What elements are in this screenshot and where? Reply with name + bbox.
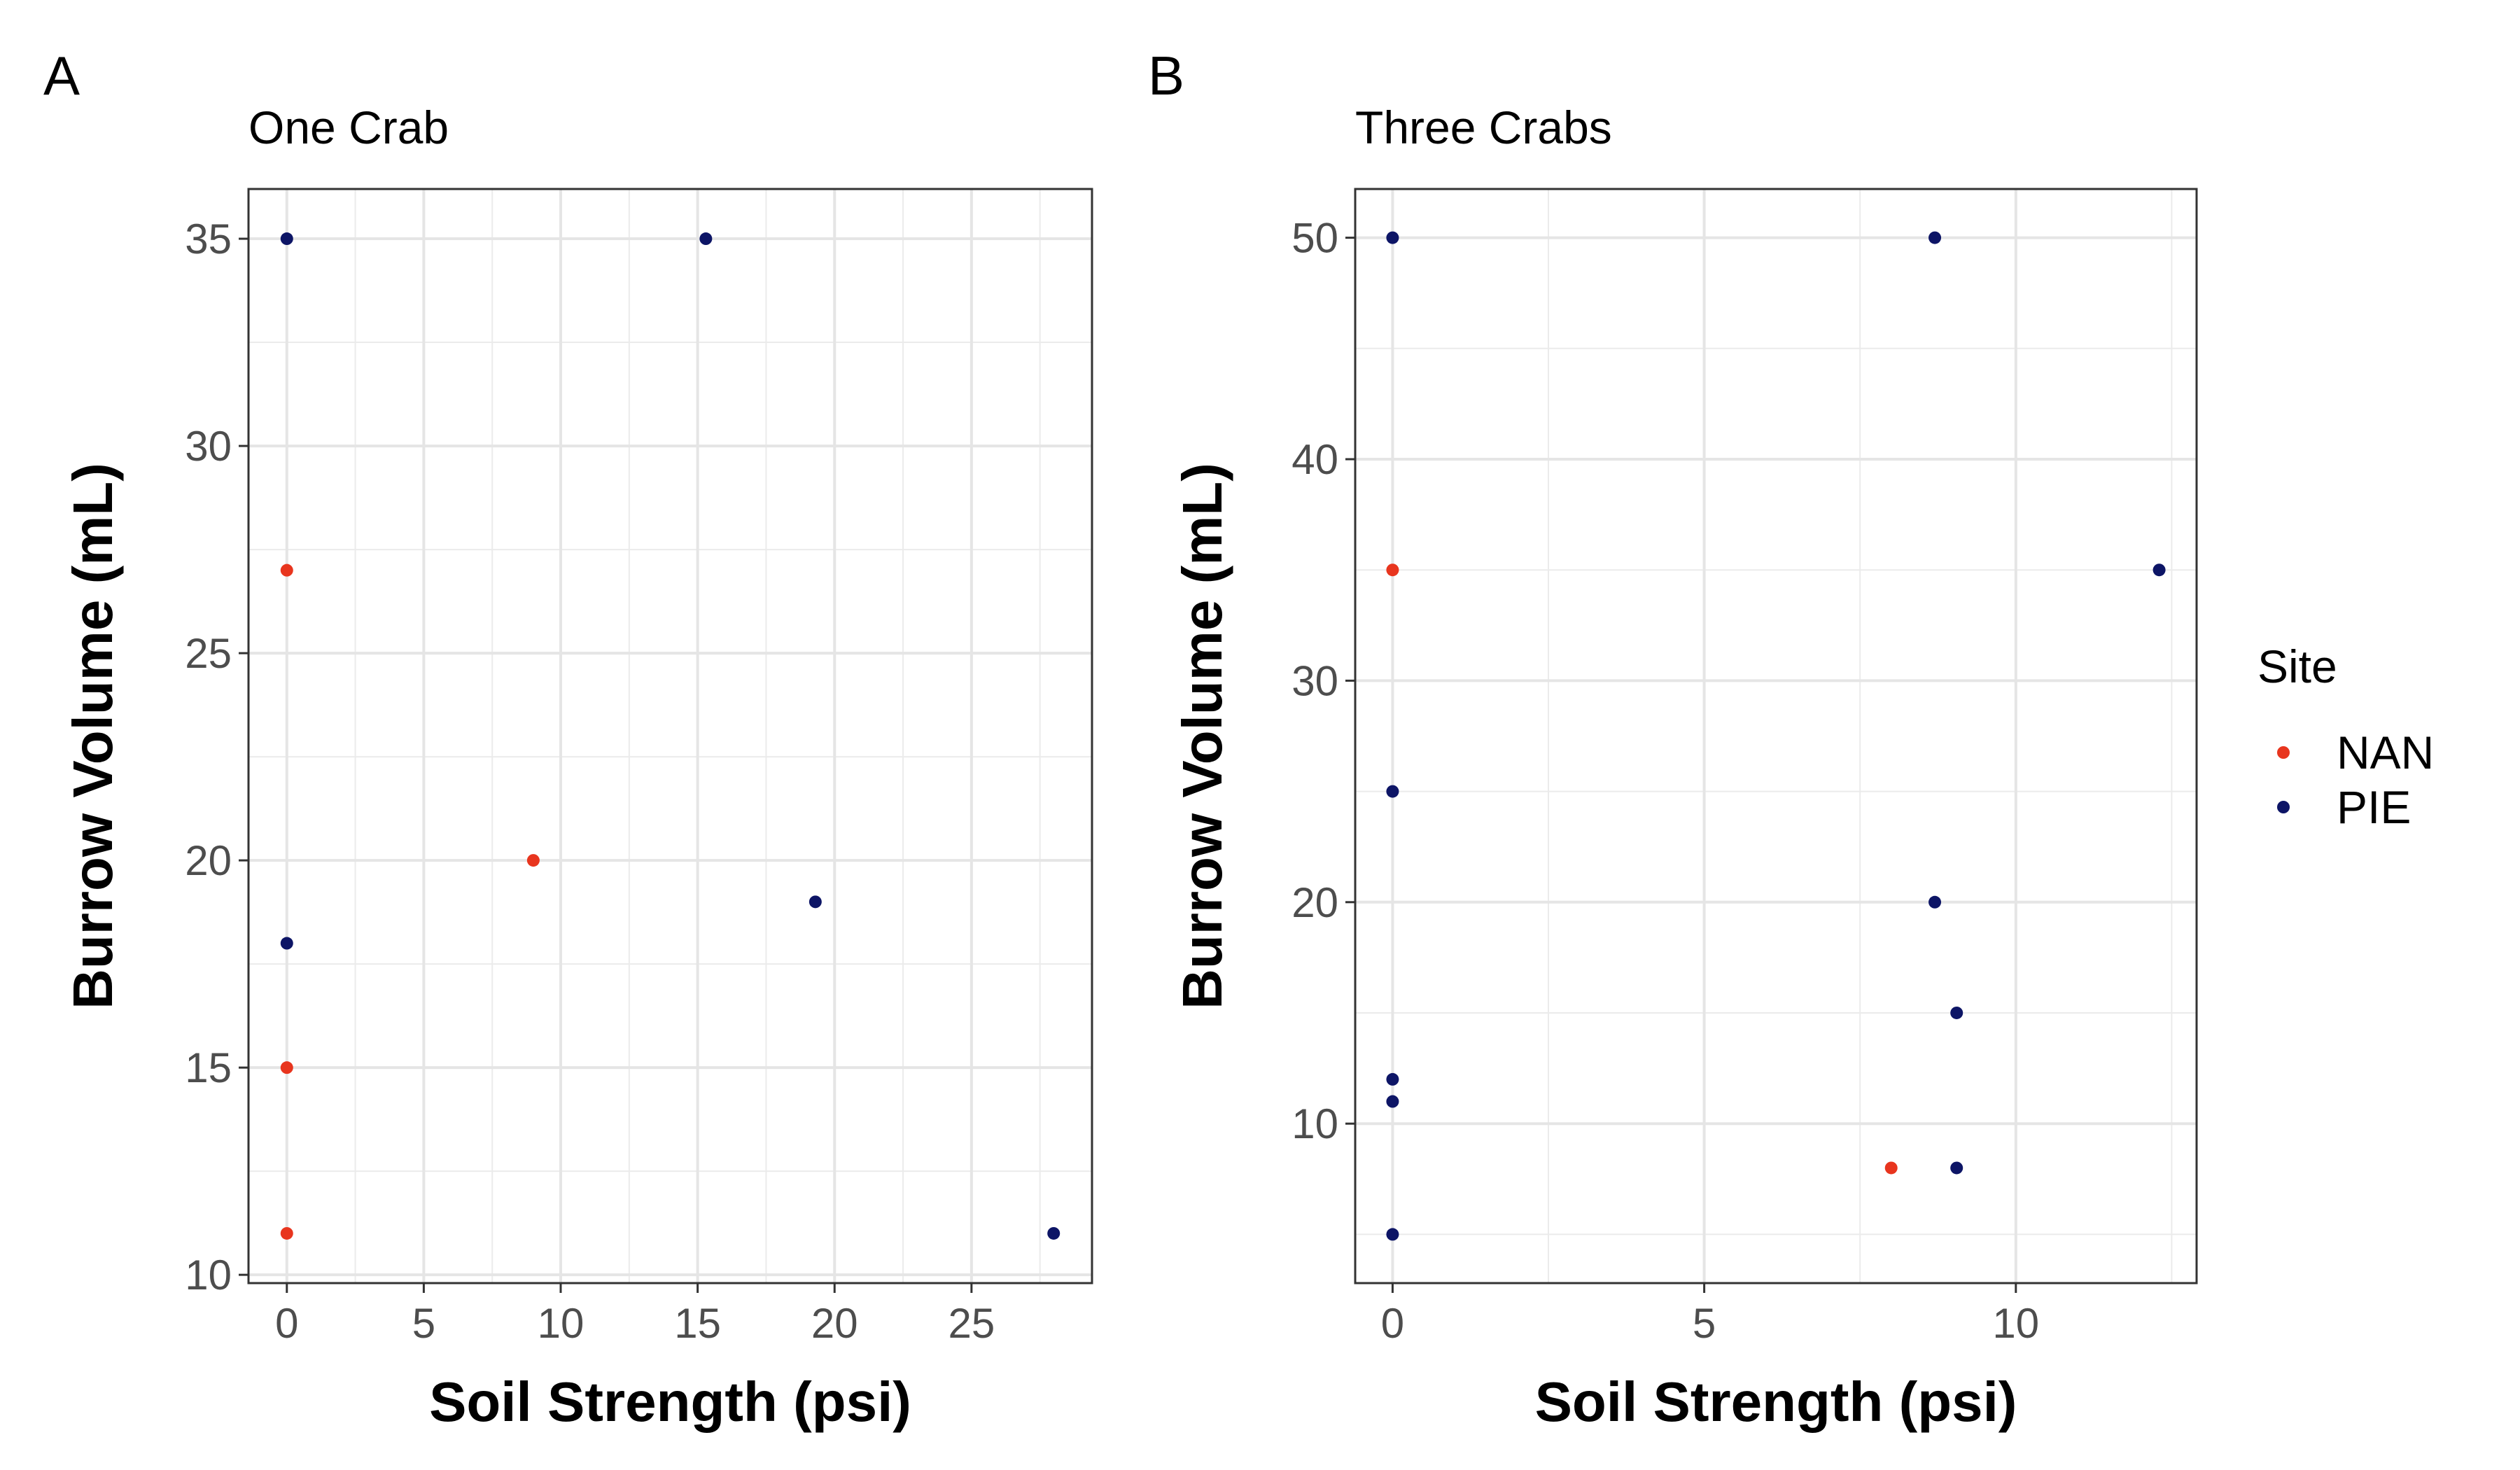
- data-point-pie: [1386, 785, 1399, 798]
- data-point-pie: [1928, 895, 1942, 909]
- y-tick-label: 35: [185, 216, 232, 262]
- data-point-pie: [280, 937, 293, 950]
- x-tick-label: 15: [674, 1300, 721, 1347]
- legend-title: Site: [2258, 640, 2337, 692]
- y-tick-label: 50: [1292, 215, 1338, 262]
- data-point-pie: [2152, 564, 2166, 577]
- data-point-pie: [1386, 1228, 1399, 1241]
- panel-border: [247, 188, 1093, 1284]
- data-point-pie: [1047, 1226, 1060, 1240]
- y-tick-label: 40: [1292, 436, 1338, 483]
- y-tick-label: 25: [185, 630, 232, 677]
- panel-letter: B: [1148, 45, 1184, 106]
- data-point-nan: [526, 854, 540, 867]
- x-tick-label: 5: [1693, 1300, 1716, 1347]
- data-point-pie: [808, 895, 822, 909]
- legend-key-nan: [2277, 746, 2290, 759]
- data-point-pie: [1928, 231, 1942, 244]
- data-point-nan: [280, 1226, 293, 1240]
- y-axis-title: Burrow Volume (mL): [1171, 463, 1233, 1009]
- legend: Site NAN PIE: [2258, 640, 2434, 833]
- x-tick-label: 0: [1381, 1300, 1404, 1347]
- panel-border: [1354, 188, 2198, 1284]
- data-point-pie: [1386, 1095, 1399, 1108]
- legend-key-pie: [2277, 801, 2290, 813]
- x-tick-label: 5: [412, 1300, 435, 1347]
- y-tick-label: 20: [185, 837, 232, 884]
- data-point-pie: [1386, 231, 1399, 244]
- x-axis-title: Soil Strength (psi): [1535, 1371, 2017, 1433]
- panel-letter: A: [43, 45, 80, 106]
- data-point-nan: [280, 564, 293, 577]
- legend-label-pie: PIE: [2337, 781, 2411, 833]
- y-axis-title: Burrow Volume (mL): [62, 463, 124, 1009]
- data-point-nan: [1884, 1161, 1898, 1175]
- y-tick-label: 30: [1292, 657, 1338, 704]
- panel-title: One Crab: [248, 102, 449, 153]
- data-point-pie: [699, 232, 713, 246]
- x-axis-title: Soil Strength (psi): [429, 1371, 911, 1433]
- plot-background: [1355, 189, 2197, 1283]
- y-tick-label: 20: [1292, 879, 1338, 926]
- x-tick-label: 25: [948, 1300, 995, 1347]
- y-tick-label: 10: [185, 1252, 232, 1298]
- plot-background: [248, 189, 1092, 1283]
- data-point-pie: [1950, 1006, 1963, 1019]
- x-tick-label: 10: [538, 1300, 584, 1347]
- y-tick-label: 15: [185, 1044, 232, 1091]
- data-point-pie: [280, 232, 293, 246]
- panel-title: Three Crabs: [1355, 102, 1612, 153]
- data-point-pie: [1950, 1161, 1963, 1175]
- x-tick-label: 0: [275, 1300, 298, 1347]
- panel-b: B Three Crabs 0 5 10 10 20 30 40 50 Soil Strength …: [1148, 45, 2198, 1433]
- data-point-pie: [1386, 1072, 1399, 1086]
- legend-label-nan: NAN: [2337, 727, 2434, 778]
- data-point-nan: [280, 1061, 293, 1074]
- y-tick-label: 10: [1292, 1100, 1338, 1147]
- x-tick-label: 10: [1992, 1300, 2039, 1347]
- data-point-nan: [1386, 564, 1399, 577]
- x-tick-label: 20: [811, 1300, 858, 1347]
- panel-a: A One Crab 0 5 10 15 20 25 10 15 20 25 30 35 Soil Stre…: [43, 45, 1093, 1433]
- y-tick-label: 30: [185, 423, 232, 470]
